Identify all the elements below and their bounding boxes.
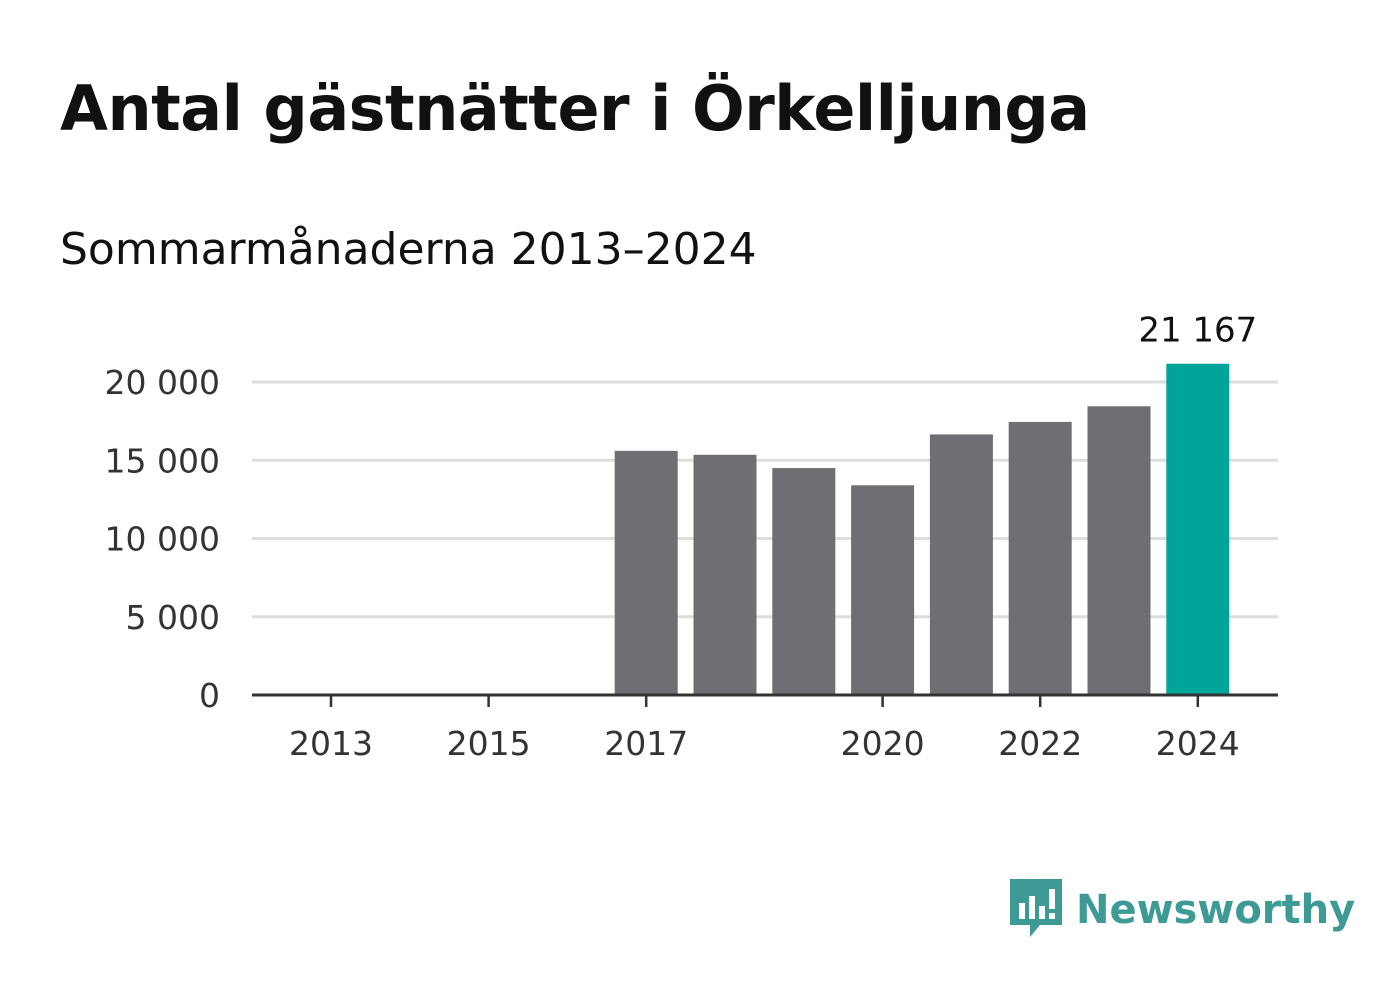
bar-2021 [929, 434, 993, 695]
y-tick-label: 15 000 [105, 441, 220, 480]
value-label: 21 167 [1138, 311, 1257, 351]
y-tick-label: 10 000 [105, 520, 220, 559]
y-tick-label: 20 000 [105, 363, 220, 402]
chart-subtitle: Sommarmånaderna 2013–2024 [60, 224, 757, 275]
x-axis-labels: 2013 2015 2017 2020 2022 2024 [289, 724, 1240, 763]
bar-2022 [1008, 421, 1072, 695]
bars [614, 363, 1230, 695]
x-tick-label: 2024 [1156, 724, 1240, 763]
x-tick-label: 2015 [447, 724, 531, 763]
brand-name: Newsworthy [1076, 887, 1356, 933]
x-tick-label: 2022 [998, 724, 1082, 763]
brand-logo: Newsworthy [1010, 878, 1355, 942]
x-axis [252, 693, 1278, 707]
value-labels: 21 167 [1138, 311, 1257, 351]
bar-2019 [772, 468, 836, 695]
bar-2020 [851, 485, 915, 695]
newsworthy-logo-icon [1010, 879, 1062, 937]
bar-2017 [614, 450, 678, 695]
y-tick-label: 0 [199, 676, 220, 715]
bar-2023 [1087, 406, 1151, 695]
x-tick-label: 2013 [289, 724, 373, 763]
bar-2018 [693, 454, 757, 695]
bar-2024 [1166, 363, 1230, 695]
chart-title: Antal gästnätter i Örkelljunga [60, 72, 1090, 145]
x-tick-label: 2017 [604, 724, 688, 763]
x-tick-label: 2020 [841, 724, 925, 763]
y-tick-label: 5 000 [126, 598, 220, 637]
y-axis-labels: 0 5 000 10 000 15 000 20 000 [105, 363, 220, 715]
